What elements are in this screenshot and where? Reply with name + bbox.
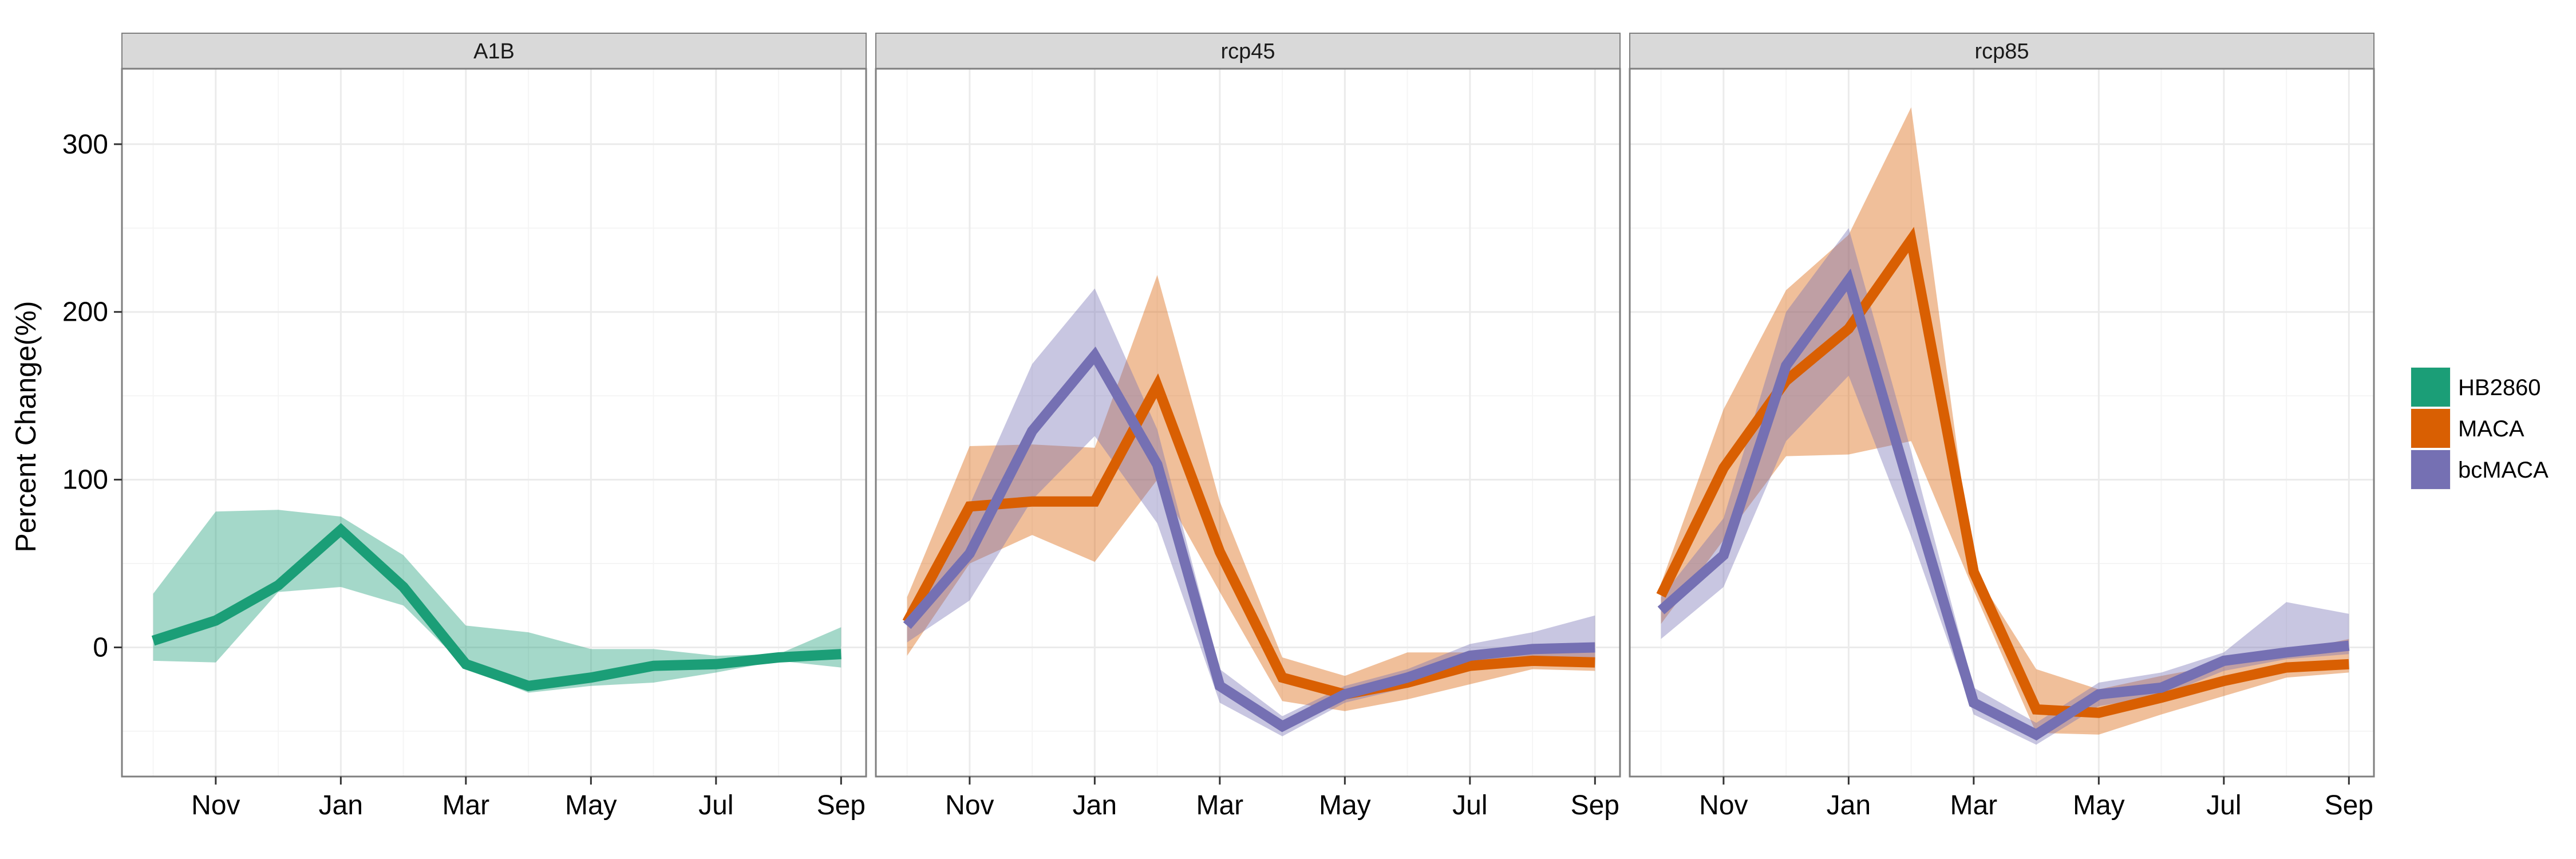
- ribbon-bcmaca: [907, 288, 1595, 736]
- x-tick-label: Mar: [442, 790, 490, 821]
- x-tick-label: Nov: [191, 790, 240, 821]
- panel-title: rcp45: [1220, 40, 1275, 64]
- legend-item-hb2860: HB2860: [2409, 366, 2541, 408]
- panel-border: [121, 68, 867, 778]
- legend-label: HB2860: [2458, 375, 2541, 400]
- x-tick-label: Jan: [1073, 790, 1117, 821]
- panel-rcp45: rcp45 Nov Jan Mar May Jul Sep: [875, 33, 1621, 821]
- panel-strip: [121, 33, 867, 69]
- legend-swatch: [2411, 409, 2450, 448]
- y-tick-label: 200: [62, 297, 108, 328]
- legend-label: bcMACA: [2458, 458, 2549, 483]
- series-line-bcmaca: [1657, 268, 2350, 741]
- y-tick-label: 300: [62, 129, 108, 160]
- ribbon-bcmaca: [1661, 228, 2349, 745]
- gridlines: [876, 69, 1620, 777]
- x-tick-label: Mar: [1950, 790, 1998, 821]
- x-tick-label: Sep: [2325, 790, 2373, 821]
- panel-rcp85: rcp85 Nov Jan Mar May Jul Sep: [1629, 33, 2375, 821]
- series-line-maca: [902, 373, 1595, 700]
- x-tick-label: May: [565, 790, 617, 821]
- gridlines: [122, 69, 866, 777]
- legend-swatch: [2411, 450, 2450, 489]
- series-line-bcmaca: [903, 346, 1595, 732]
- x-tick-label: Jul: [2206, 790, 2241, 821]
- legend-item-bcmaca: bcMACA: [2409, 448, 2549, 491]
- legend-item-maca: MACA: [2409, 407, 2524, 450]
- x-axis: Nov Jan Mar May Jul Sep: [1699, 777, 2373, 821]
- x-axis: Nov Jan Mar May Jul Sep: [945, 777, 1619, 821]
- panel-border: [1629, 68, 2375, 778]
- x-tick-label: Jul: [1452, 790, 1487, 821]
- x-tick-label: Nov: [945, 790, 994, 821]
- legend: HB2860 MACA bcMACA: [2409, 366, 2549, 491]
- legend-label: MACA: [2458, 416, 2524, 442]
- x-tick-label: Sep: [1571, 790, 1619, 821]
- y-axis: 0 100 200 300: [62, 129, 122, 663]
- x-tick-label: Nov: [1699, 790, 1748, 821]
- gridlines: [1630, 69, 2374, 777]
- x-tick-label: May: [2073, 790, 2125, 821]
- panel-title: A1B: [473, 40, 515, 64]
- x-tick-label: Sep: [817, 790, 866, 821]
- x-tick-label: Jul: [698, 790, 733, 821]
- x-tick-label: Jan: [319, 790, 363, 821]
- y-tick-label: 100: [62, 465, 108, 495]
- panel-strip: [1629, 33, 2374, 69]
- legend-swatch: [2411, 368, 2450, 407]
- panel-strip: [875, 33, 1621, 69]
- x-tick-label: Mar: [1196, 790, 1244, 821]
- x-axis: Nov Jan Mar May Jul Sep: [191, 777, 866, 821]
- x-tick-label: May: [1319, 790, 1371, 821]
- panel-a1b: A1B Nov Jan Mar May Jul Sep: [121, 33, 867, 821]
- y-axis-title: Percent Change(%): [10, 301, 42, 552]
- series-line-hb2860: [151, 523, 841, 692]
- ribbon-hb2860: [153, 510, 841, 693]
- y-tick-label: 0: [93, 632, 108, 663]
- panel-background: [876, 69, 1620, 777]
- x-tick-label: Jan: [1827, 790, 1871, 821]
- panel-title: rcp85: [1974, 40, 2029, 64]
- panel-border: [875, 68, 1621, 778]
- ribbon-maca: [1661, 107, 2349, 735]
- panels-layer: A1B Nov Jan Mar May Jul Sep rcp45 Nov Jan Mar May Ju…: [121, 33, 2375, 821]
